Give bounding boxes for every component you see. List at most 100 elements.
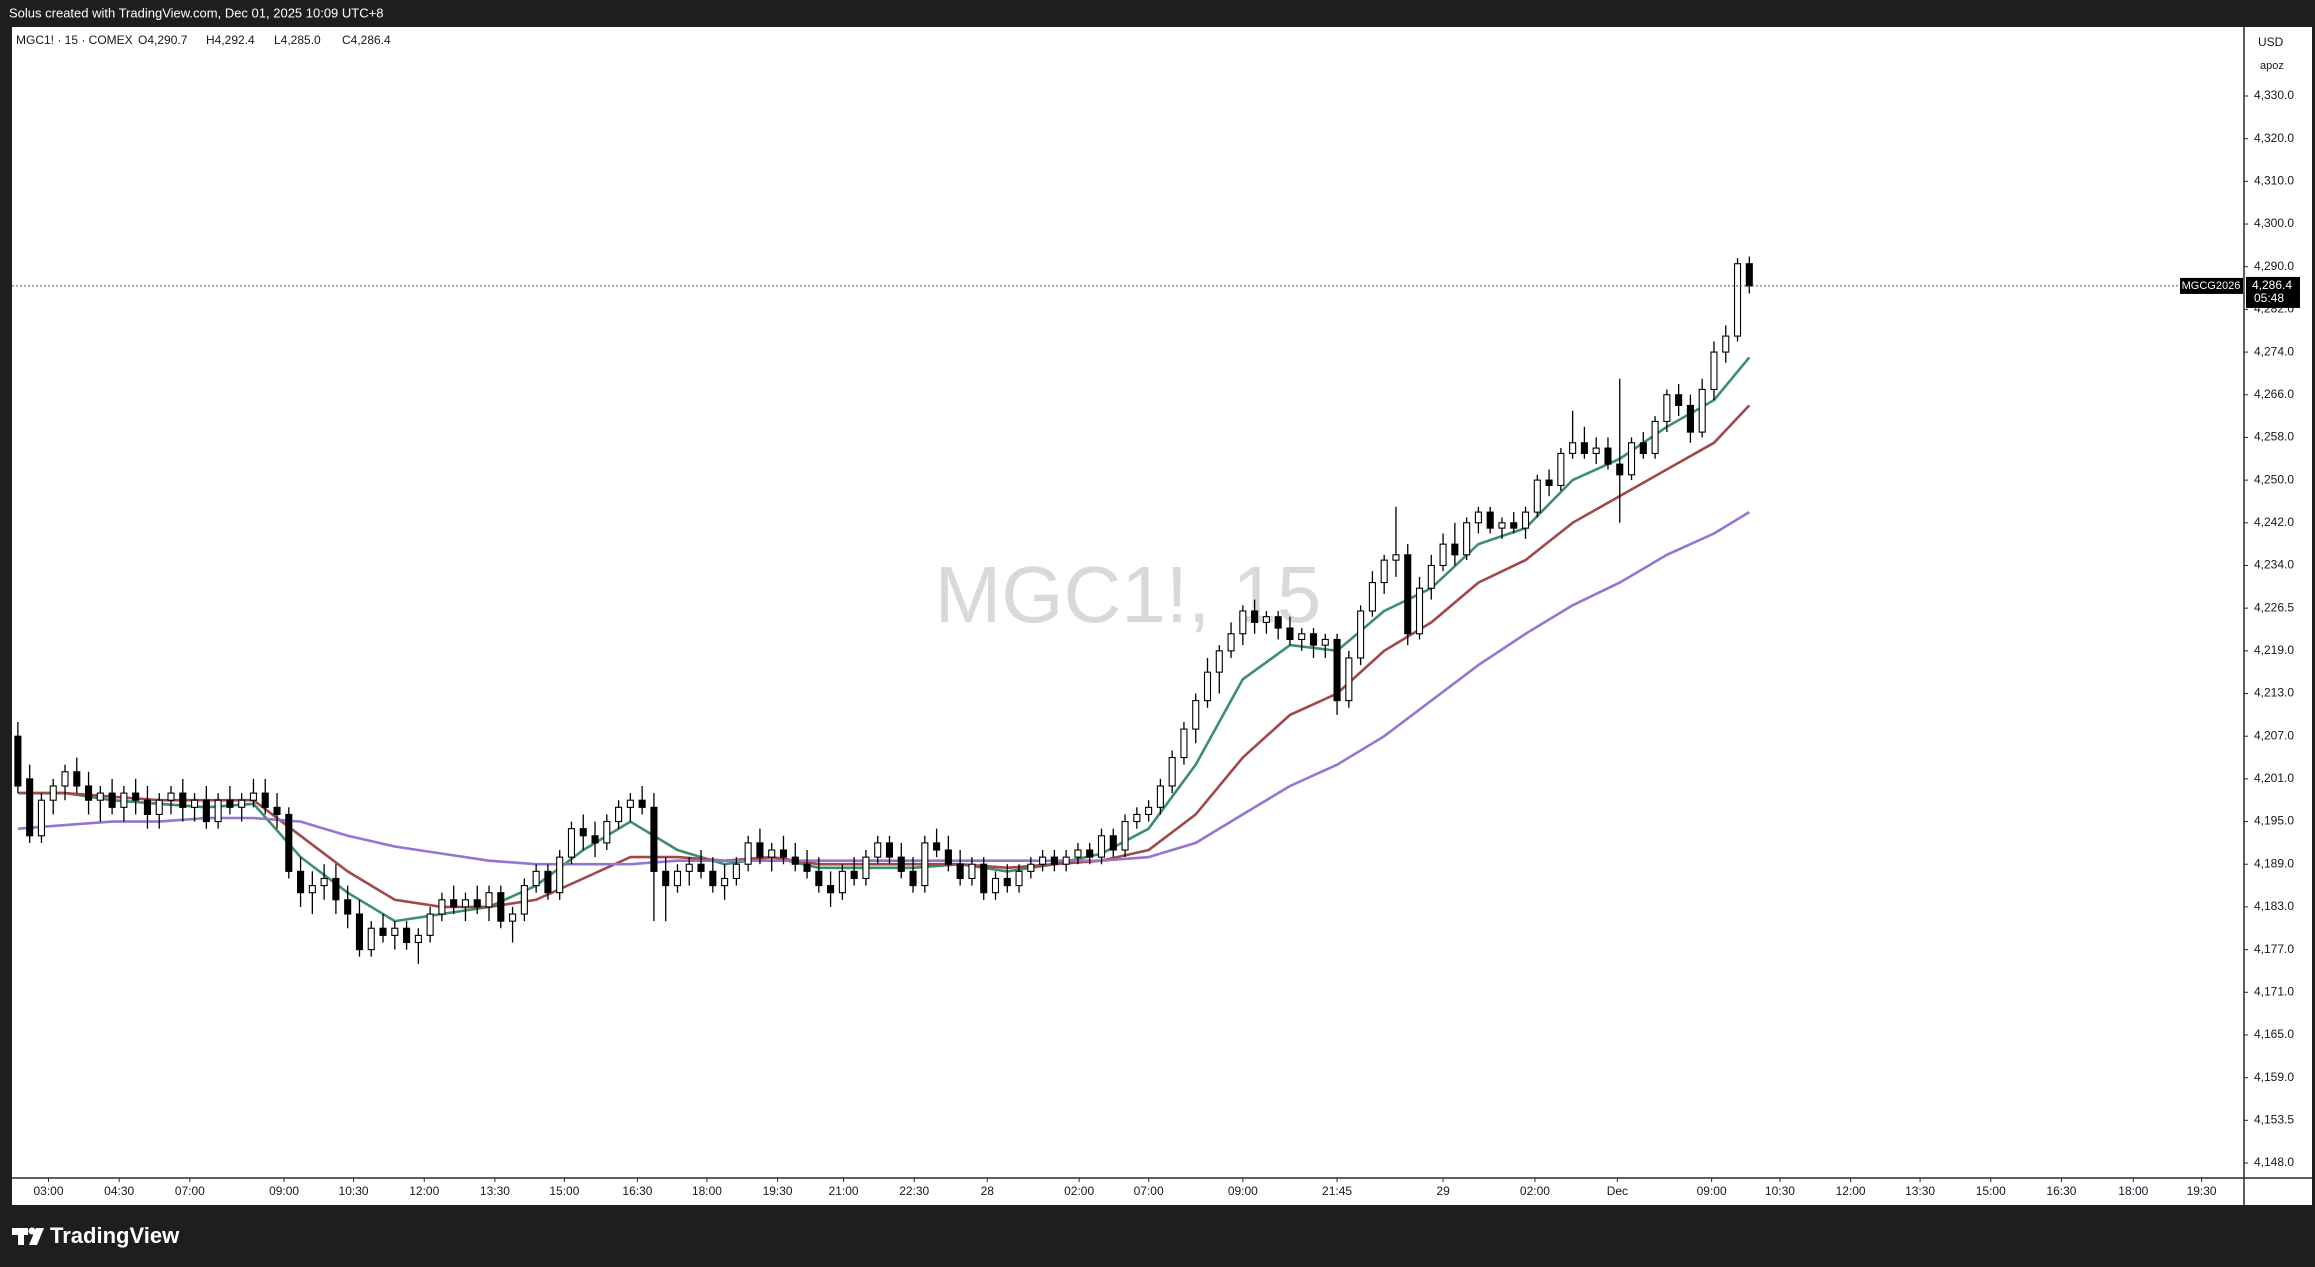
candle-body <box>1274 616 1282 629</box>
brand-logo <box>18 1228 24 1245</box>
ohlc-legend: O4,290.7 H4,292.4 L4,285.0 C4,286.4 <box>138 33 391 47</box>
brand[interactable]: TradingView <box>12 1223 180 1248</box>
candle-body <box>791 856 799 865</box>
candle-body <box>332 877 340 901</box>
candle-body <box>320 877 328 887</box>
candle-body <box>1121 821 1129 851</box>
y-tick-label: 4,219.0 <box>2254 643 2294 657</box>
candle-body <box>1651 420 1659 454</box>
y-tick-label: 4,189.0 <box>2254 856 2294 870</box>
candle-body <box>1039 856 1047 865</box>
x-tick-label: 21:00 <box>829 1184 859 1198</box>
candle-body <box>1439 543 1447 567</box>
candle-body <box>544 870 552 894</box>
candle-body <box>862 856 870 880</box>
x-tick-label: 13:30 <box>1905 1184 1935 1198</box>
candle-body <box>1368 582 1376 612</box>
candle-body <box>1298 633 1306 641</box>
y-tick-label: 4,213.0 <box>2254 686 2294 700</box>
candle-body <box>461 899 470 908</box>
candle-body <box>756 842 764 858</box>
brand-logo <box>29 1228 44 1245</box>
candle-body <box>49 785 57 801</box>
candle-body <box>1062 856 1070 865</box>
candle-body <box>1109 835 1117 851</box>
x-tick-label: 12:00 <box>409 1184 439 1198</box>
candle-body <box>1133 813 1141 823</box>
candle-body <box>308 885 316 894</box>
candle-body <box>1580 442 1588 454</box>
countdown: 05:48 <box>2254 291 2284 305</box>
y-tick-label: 4,165.0 <box>2254 1027 2294 1041</box>
candle-body <box>344 899 352 915</box>
candle-body <box>1050 856 1058 865</box>
contract-label: MGCG2026 <box>2182 280 2241 292</box>
candle-body <box>1733 263 1742 337</box>
candle-body <box>662 870 670 887</box>
candle-body <box>1557 452 1565 487</box>
x-tick-label: 15:00 <box>549 1184 579 1198</box>
candle-body <box>921 842 929 887</box>
candle-body <box>155 799 163 815</box>
candle-body <box>838 870 846 894</box>
candle-body <box>991 877 1000 894</box>
candle-body <box>1239 610 1247 635</box>
y-tick-label: 4,153.5 <box>2254 1112 2294 1126</box>
contract-box <box>2180 277 2243 294</box>
candle-body <box>1392 554 1400 561</box>
candle-body <box>132 792 140 801</box>
candle-body <box>61 771 69 787</box>
candle-body <box>1427 564 1435 589</box>
watermark: MGC1!, 15 <box>935 550 1322 639</box>
x-tick-label: 21:45 <box>1322 1184 1352 1198</box>
candle-body <box>1616 463 1624 476</box>
candle-body <box>226 799 234 808</box>
x-tick-label: 04:30 <box>104 1184 134 1198</box>
x-tick-label: 03:00 <box>33 1184 63 1198</box>
candle-body <box>615 806 623 823</box>
candle-body <box>591 835 599 844</box>
x-tick-label: 18:00 <box>2118 1184 2148 1198</box>
candle-body <box>673 870 682 887</box>
axes: 4,330.04,320.04,310.04,300.04,290.04,282… <box>33 88 2300 1198</box>
brand-name: TradingView <box>50 1223 180 1248</box>
x-tick-label: 10:30 <box>339 1184 369 1198</box>
candle-body <box>96 792 104 801</box>
candle-body <box>426 913 434 936</box>
candle-body <box>567 828 576 858</box>
candle-body <box>744 842 752 865</box>
y-tick-label: 4,183.0 <box>2254 899 2294 913</box>
candle-body <box>1745 263 1753 287</box>
scale-mode[interactable]: apoz <box>2260 60 2284 72</box>
x-tick-label: 19:30 <box>763 1184 793 1198</box>
candle-body <box>1074 849 1082 858</box>
x-tick-label: 28 <box>981 1184 995 1198</box>
candle-body <box>827 885 835 894</box>
candle-body <box>1498 522 1506 529</box>
candle-body <box>14 735 22 787</box>
candle-body <box>897 856 905 872</box>
x-tick-label: 09:00 <box>1228 1184 1258 1198</box>
candle-body <box>956 863 964 880</box>
candle-body <box>1404 554 1412 635</box>
candle-body <box>414 934 422 944</box>
moving-average <box>17 356 1751 923</box>
candle-body <box>1710 351 1718 390</box>
y-tick-label: 4,201.0 <box>2254 771 2294 785</box>
candle-body <box>249 792 258 801</box>
candle-body <box>379 927 387 936</box>
x-tick-label: 16:30 <box>622 1184 652 1198</box>
candle-body <box>297 870 305 894</box>
candle-body <box>1474 511 1482 524</box>
x-tick-label: 22:30 <box>899 1184 929 1198</box>
candle-body <box>1097 835 1106 858</box>
candle-body <box>1686 404 1694 433</box>
candle-body <box>1604 447 1612 465</box>
candle-body <box>709 870 717 887</box>
y-tick-label: 4,310.0 <box>2254 174 2294 188</box>
candle-body <box>1086 849 1094 858</box>
x-tick-label: 12:00 <box>1836 1184 1866 1198</box>
candle-body <box>26 778 34 837</box>
candle-body <box>403 927 411 944</box>
candle-body <box>1168 756 1176 787</box>
